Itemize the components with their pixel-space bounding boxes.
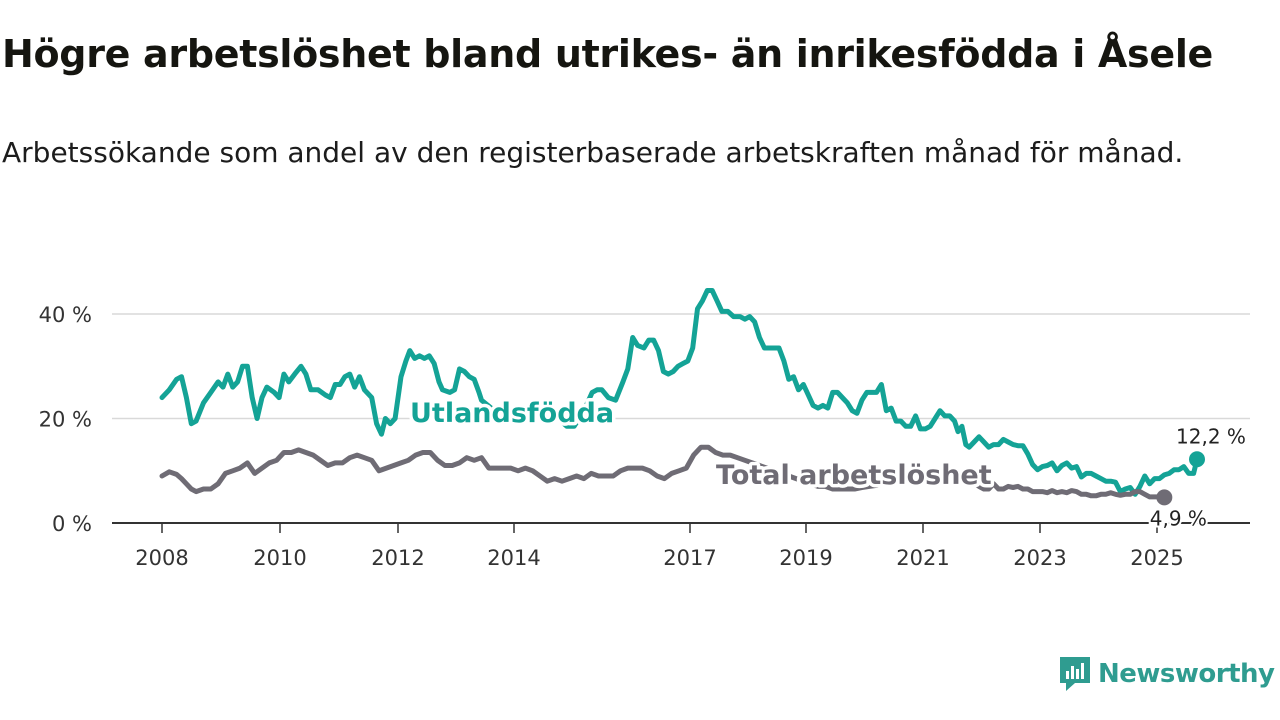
brand-name: Newsworthy bbox=[1098, 659, 1275, 689]
x-axis: 2008 2010 2012 2014 2017 2019 2021 2023 2025 bbox=[112, 522, 1250, 570]
chart-labels: 12,2 % 4,9 % Utlandsfödda Total arbetslöshe… bbox=[407, 395, 1248, 533]
series-label-total: Total arbetslöshet bbox=[716, 460, 992, 491]
series-line-total bbox=[159, 444, 1167, 500]
x-tick-label: 2008 bbox=[135, 546, 188, 570]
y-tick-label: 40 % bbox=[39, 303, 92, 327]
series-line-utlandsfodda bbox=[159, 288, 1200, 497]
end-point-utlandsfodda bbox=[1189, 451, 1205, 468]
end-point-total bbox=[1156, 489, 1173, 506]
x-tick-label: 2017 bbox=[663, 546, 716, 570]
series-lines bbox=[159, 288, 1205, 506]
x-tick-label: 2014 bbox=[487, 546, 540, 570]
x-tick-label: 2025 bbox=[1130, 546, 1183, 570]
newsworthy-logo-icon bbox=[1060, 657, 1090, 691]
y-tick-label: 0 % bbox=[52, 512, 92, 536]
chart-title: Högre arbetslöshet bland utrikes- än inr… bbox=[2, 32, 1214, 76]
x-tick-label: 2023 bbox=[1013, 546, 1066, 570]
y-tick-label: 20 % bbox=[39, 408, 92, 432]
chart-subtitle: Arbetssökande som andel av den registerb… bbox=[2, 136, 1184, 169]
end-value-label: 4,9 % bbox=[1150, 506, 1207, 530]
series-label-utlandsfodda: Utlandsfödda bbox=[410, 398, 614, 429]
x-tick-label: 2021 bbox=[896, 546, 949, 570]
x-tick-label: 2010 bbox=[253, 546, 306, 570]
x-tick-label: 2012 bbox=[371, 546, 424, 570]
gridlines: 0 % 20 % 40 % bbox=[39, 303, 1250, 536]
x-tick-label: 2019 bbox=[779, 546, 832, 570]
newsworthy-logo: Newsworthy bbox=[1058, 654, 1275, 694]
end-value-label: 12,2 % bbox=[1176, 424, 1246, 448]
